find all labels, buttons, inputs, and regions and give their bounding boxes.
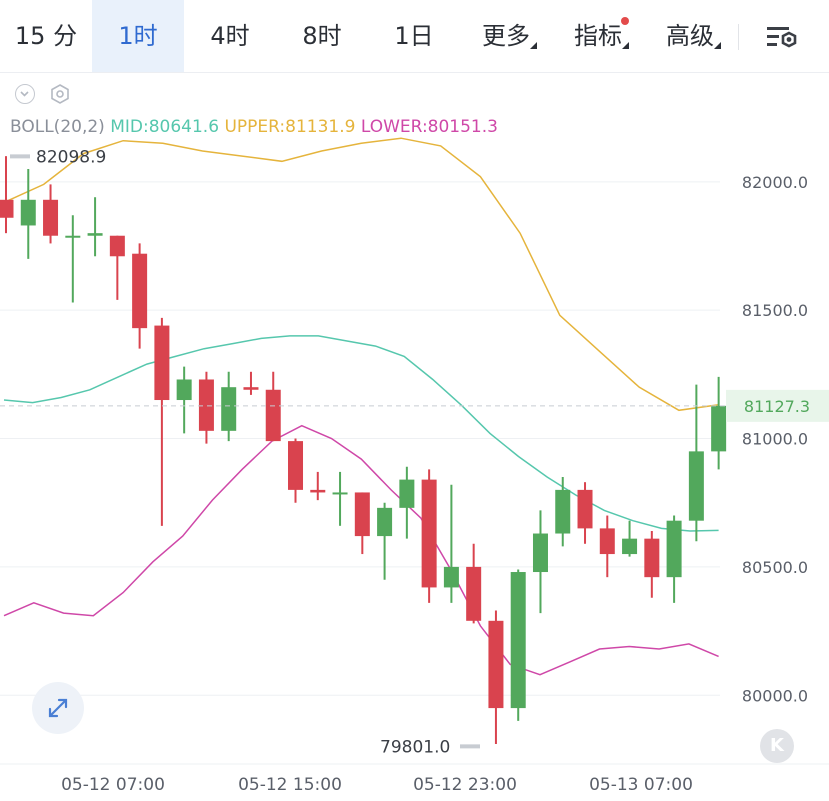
- candle-body: [443, 566, 459, 588]
- candle-body: [65, 235, 81, 238]
- notification-dot: [621, 17, 629, 25]
- candle-body: [555, 489, 571, 534]
- tab-4h[interactable]: 4时: [184, 0, 276, 72]
- tab-1h[interactable]: 1时: [92, 0, 184, 72]
- tab-label: 15 分: [14, 22, 78, 50]
- boll-legend: BOLL(20,2) MID:80641.6 UPPER:81131.9 LOW…: [10, 117, 498, 137]
- y-tick-label: 82000.0: [742, 173, 808, 192]
- candle-body: [176, 379, 192, 401]
- low-price-label: 79801.0: [380, 737, 450, 757]
- candle-body: [577, 489, 593, 529]
- candle-body: [154, 325, 170, 401]
- last-price-label: 81127.3: [744, 397, 810, 416]
- candle-body: [20, 199, 36, 226]
- tab-8h[interactable]: 8时: [276, 0, 368, 72]
- candle-body: [0, 199, 14, 218]
- dropdown-triangle-icon: [714, 42, 721, 49]
- tab-label: 更多: [482, 22, 530, 50]
- candle-body: [421, 479, 437, 588]
- candle-body: [644, 538, 660, 578]
- x-tick-label: 05-13 07:00: [589, 775, 693, 795]
- candle-body: [310, 489, 326, 493]
- candle-body: [510, 572, 526, 709]
- candle-body: [87, 233, 103, 236]
- candle-body: [711, 405, 727, 452]
- kline-logo-letter: K: [770, 735, 784, 756]
- tab-label: 8时: [302, 22, 342, 50]
- kline-logo-icon: K: [760, 729, 794, 763]
- candle-body: [43, 199, 59, 236]
- chart-settings-icon[interactable]: [766, 24, 800, 52]
- candle-body: [399, 479, 415, 508]
- candle-body: [466, 566, 482, 621]
- candle-body: [265, 389, 281, 442]
- candle-body: [377, 507, 393, 537]
- expand-icon: [48, 698, 68, 718]
- eye-toggle-icon[interactable]: [15, 84, 35, 104]
- tab-1d[interactable]: 1日: [368, 0, 460, 72]
- tab-label: 高级: [666, 22, 714, 50]
- candle-body: [132, 253, 148, 329]
- tab-15m[interactable]: 15 分: [0, 0, 92, 72]
- candle-body: [243, 387, 259, 390]
- high-price-label: 82098.9: [36, 147, 106, 167]
- boll-mid-line: [3, 335, 719, 532]
- y-tick-label: 81000.0: [742, 430, 808, 449]
- x-tick-label: 05-12 07:00: [61, 775, 165, 795]
- y-tick-label: 80500.0: [742, 558, 808, 577]
- tab-label: 指标: [574, 22, 622, 50]
- settings-hex-icon[interactable]: [49, 83, 71, 105]
- candle-body: [198, 379, 214, 431]
- tab-more[interactable]: 更多: [460, 0, 552, 72]
- candle-body: [599, 528, 615, 555]
- candle-body: [488, 620, 504, 709]
- tab-indicators[interactable]: 指标: [552, 0, 644, 72]
- dropdown-triangle-icon: [622, 42, 629, 49]
- boll-mid-value: MID:80641.6: [110, 117, 220, 137]
- y-tick-label: 81500.0: [742, 301, 808, 320]
- timeframe-tabbar: 15 分 1时 4时 8时 1日 更多 指标 高级: [0, 0, 829, 73]
- candle-body: [688, 451, 704, 521]
- x-tick-label: 05-12 23:00: [413, 775, 517, 795]
- boll-lower-line: [3, 424, 719, 676]
- candle-body: [221, 387, 237, 431]
- candle-body: [332, 492, 348, 495]
- dropdown-triangle-icon: [530, 42, 537, 49]
- candle-body: [109, 235, 125, 257]
- boll-lower-value: LOWER:80151.3: [360, 117, 498, 137]
- boll-upper-value: UPPER:81131.9: [224, 117, 356, 137]
- boll-upper-line: [3, 137, 719, 412]
- expand-button[interactable]: [32, 682, 84, 734]
- candle-body: [288, 441, 304, 490]
- tab-label: 1时: [118, 22, 158, 50]
- candle-body: [666, 520, 682, 578]
- y-tick-label: 80000.0: [742, 686, 808, 705]
- x-tick-label: 05-12 15:00: [238, 775, 342, 795]
- tab-advanced[interactable]: 高级: [644, 0, 736, 72]
- last-price-tag: [726, 389, 829, 422]
- tab-label: 1日: [394, 22, 434, 50]
- tab-label: 4时: [210, 22, 250, 50]
- candle-body: [532, 533, 548, 573]
- candle-body: [354, 492, 370, 537]
- boll-name: BOLL(20,2): [10, 117, 105, 137]
- candle-body: [622, 538, 638, 555]
- tab-divider: [738, 24, 739, 50]
